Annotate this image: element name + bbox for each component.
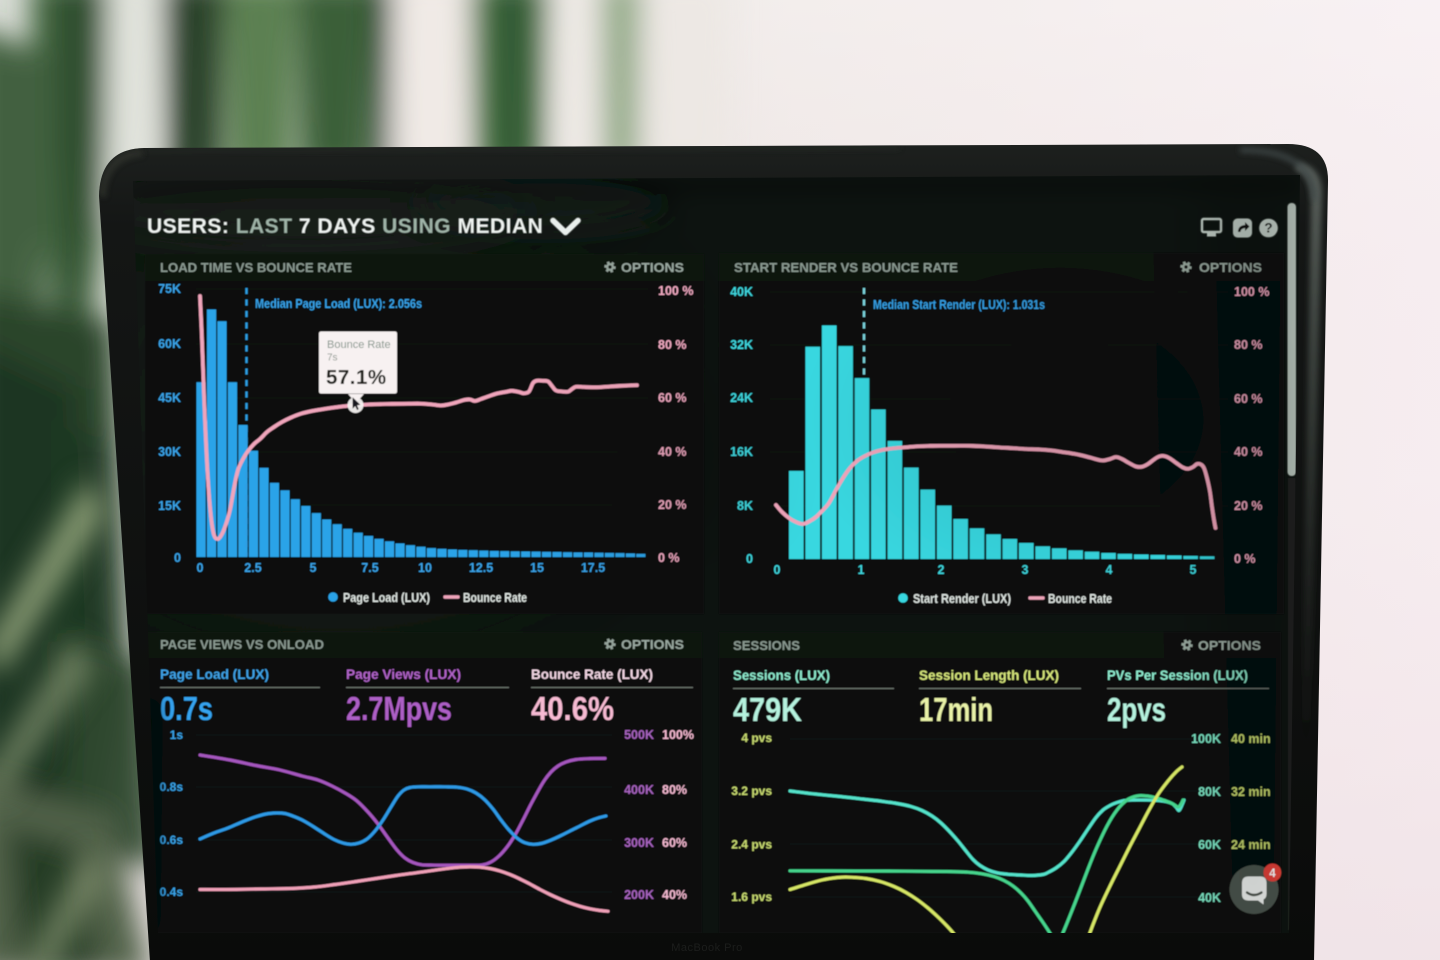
svg-text:0: 0 (174, 551, 181, 565)
svg-text:0.7s: 0.7s (160, 690, 213, 727)
svg-text:2.7Mpvs: 2.7Mpvs (346, 690, 452, 727)
svg-text:2.5: 2.5 (244, 561, 261, 575)
svg-text:100 %: 100 % (658, 284, 693, 298)
svg-text:60K: 60K (158, 337, 181, 351)
svg-text:100%: 100% (662, 728, 694, 742)
svg-text:57.1%: 57.1% (326, 366, 387, 389)
svg-text:Bounce Rate: Bounce Rate (327, 339, 391, 351)
svg-text:0.8s: 0.8s (160, 780, 184, 794)
svg-text:45K: 45K (158, 391, 181, 405)
svg-text:Session Length (LUX): Session Length (LUX) (919, 668, 1059, 683)
svg-text:40K: 40K (730, 285, 753, 299)
svg-text:0.6s: 0.6s (160, 833, 184, 847)
svg-text:400K: 400K (624, 783, 654, 797)
svg-text:479K: 479K (733, 691, 802, 728)
svg-text:80%: 80% (662, 783, 687, 797)
svg-text:5: 5 (310, 561, 317, 575)
svg-text:Bounce Rate: Bounce Rate (463, 591, 527, 605)
svg-text:75K: 75K (158, 282, 181, 296)
svg-text:SESSIONS: SESSIONS (733, 638, 800, 653)
svg-text:1.6 pvs: 1.6 pvs (731, 890, 772, 904)
svg-text:4 pvs: 4 pvs (741, 731, 772, 745)
svg-text:3.2 pvs: 3.2 pvs (731, 784, 772, 798)
svg-text:7.5: 7.5 (361, 561, 378, 575)
svg-text:40.6%: 40.6% (531, 690, 614, 727)
svg-text:10: 10 (418, 561, 432, 575)
svg-text:Median Page Load (LUX): 2.056s: Median Page Load (LUX): 2.056s (255, 296, 422, 311)
svg-text:Bounce Rate (LUX): Bounce Rate (LUX) (531, 667, 653, 682)
svg-text:300K: 300K (624, 836, 654, 850)
svg-text:0: 0 (197, 561, 204, 575)
svg-text:0.4s: 0.4s (160, 885, 184, 899)
svg-text:LOAD TIME VS BOUNCE RATE: LOAD TIME VS BOUNCE RATE (160, 260, 352, 275)
svg-text:40%: 40% (662, 888, 687, 902)
svg-text:7s: 7s (327, 353, 338, 364)
svg-text:15K: 15K (158, 499, 181, 513)
svg-text:OPTIONS: OPTIONS (621, 637, 684, 652)
svg-text:60%: 60% (662, 836, 687, 850)
svg-text:MacBook Pro: MacBook Pro (671, 942, 743, 954)
svg-text:0: 0 (774, 563, 781, 577)
svg-text:Sessions (LUX): Sessions (LUX) (733, 668, 830, 683)
svg-text:Page Load (LUX): Page Load (LUX) (343, 591, 430, 605)
svg-text:32K: 32K (730, 338, 753, 352)
svg-text:1: 1 (858, 563, 865, 577)
svg-text:2.4 pvs: 2.4 pvs (731, 838, 772, 852)
svg-text:12.5: 12.5 (469, 561, 493, 575)
svg-text:500K: 500K (624, 728, 654, 742)
svg-text:OPTIONS: OPTIONS (621, 260, 684, 275)
svg-text:2pvs: 2pvs (1107, 691, 1166, 728)
svg-text:17min: 17min (919, 691, 993, 728)
svg-text:Page Load (LUX): Page Load (LUX) (160, 667, 269, 682)
svg-text:80 %: 80 % (658, 338, 687, 352)
svg-text:200K: 200K (624, 888, 654, 902)
svg-text:1s: 1s (170, 728, 184, 742)
svg-text:PAGE VIEWS VS ONLOAD: PAGE VIEWS VS ONLOAD (160, 637, 324, 652)
svg-text:Page Views (LUX): Page Views (LUX) (346, 667, 461, 682)
svg-text:USERS: LAST 7 DAYS USING MEDIA: USERS: LAST 7 DAYS USING MEDIAN (147, 215, 543, 238)
svg-text:30K: 30K (158, 445, 181, 459)
